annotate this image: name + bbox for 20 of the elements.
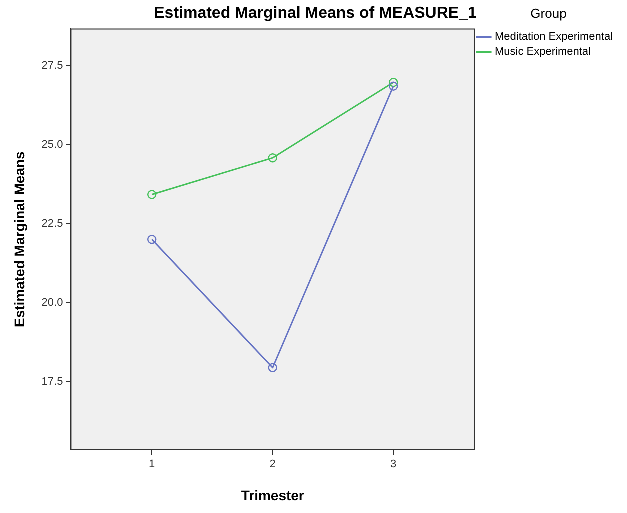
x-tick-label: 2 (270, 458, 276, 471)
y-tick-label: 27.5 (42, 60, 64, 72)
x-tick-label: 1 (149, 458, 156, 471)
y-tick-label: 22.5 (42, 218, 64, 230)
legend-label: Meditation Experimental (494, 31, 614, 44)
x-axis-title: Trimester (241, 487, 305, 504)
y-axis-title: Estimated Marginal Means (11, 151, 28, 328)
chart-title: Estimated Marginal Means of MEASURE_1 (154, 5, 477, 22)
point (389, 78, 398, 88)
point (389, 82, 398, 91)
y-tick-label: 17.5 (42, 376, 64, 388)
y-tick-label: 20.0 (42, 296, 64, 309)
x-tick-label: 3 (390, 458, 397, 471)
point (268, 363, 278, 372)
legend-label: Music Experimental (494, 46, 591, 58)
point (148, 235, 157, 244)
y-tick-label: 25.0 (42, 138, 64, 151)
point (268, 153, 278, 163)
legend-title: Group (530, 6, 567, 22)
point (148, 190, 157, 200)
